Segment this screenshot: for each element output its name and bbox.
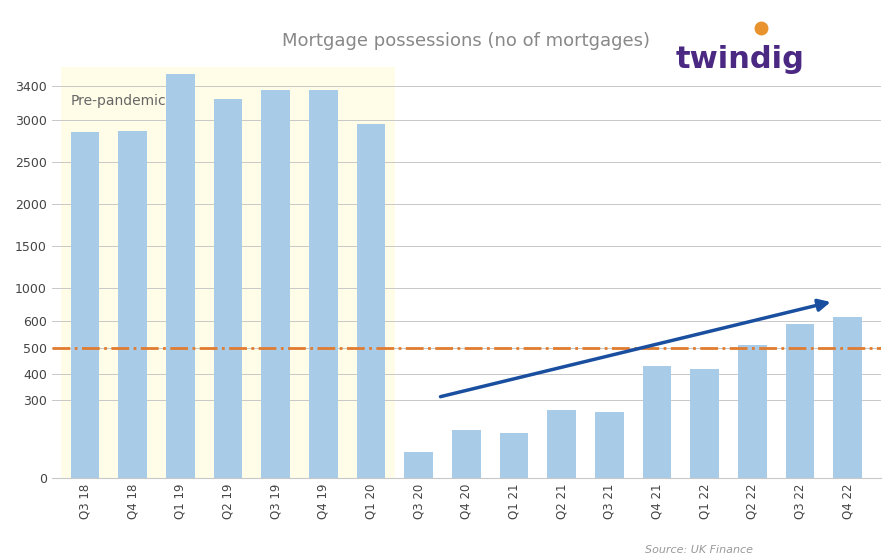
Bar <box>404 452 433 478</box>
Bar <box>833 317 862 478</box>
Bar <box>166 73 194 478</box>
Bar <box>118 131 147 478</box>
Bar <box>642 366 671 478</box>
Text: Source: UK Finance: Source: UK Finance <box>645 545 754 555</box>
Bar <box>786 324 814 478</box>
Bar <box>309 90 338 478</box>
Bar <box>61 67 395 478</box>
Bar <box>547 410 576 478</box>
Bar <box>452 430 480 478</box>
Bar <box>595 411 624 478</box>
Bar <box>262 90 290 478</box>
Bar <box>214 99 243 478</box>
Bar <box>738 345 767 478</box>
Bar <box>500 433 529 478</box>
Bar <box>71 132 99 478</box>
Title: Mortgage possessions (no of mortgages): Mortgage possessions (no of mortgages) <box>282 32 650 49</box>
Text: Pre-pandemic: Pre-pandemic <box>71 94 167 108</box>
Text: twindig: twindig <box>676 45 805 74</box>
Bar <box>357 124 385 478</box>
Bar <box>690 369 719 478</box>
